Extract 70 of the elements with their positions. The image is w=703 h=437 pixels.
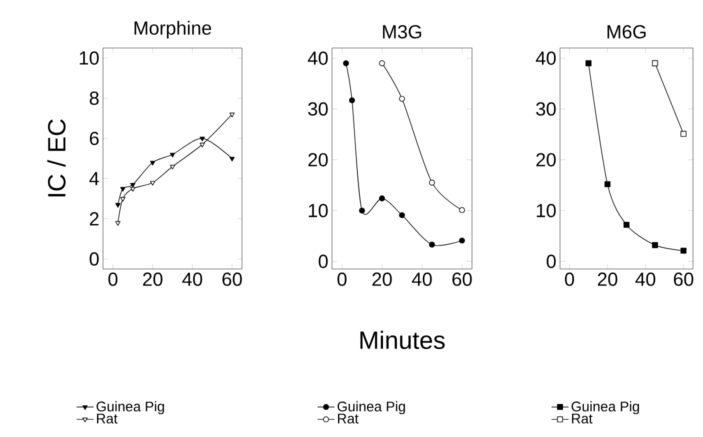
point: [429, 242, 435, 248]
y-tick-label: 0: [546, 254, 556, 268]
y-axis-title: IC / EC: [47, 119, 66, 196]
x-tick-label: 20: [143, 272, 162, 286]
y-tick-label: 6: [90, 132, 99, 146]
point: [680, 248, 686, 254]
point: [359, 208, 365, 214]
x-tick-label: 0: [337, 272, 347, 286]
point: [115, 203, 120, 208]
y-tick-label: 0: [90, 252, 99, 266]
point: [379, 195, 385, 202]
point: [379, 60, 385, 66]
point: [170, 152, 176, 158]
legend-label: Guinea Pig: [96, 401, 164, 414]
point: [229, 156, 235, 162]
point: [115, 221, 120, 226]
point: [349, 97, 355, 104]
point: [150, 160, 156, 166]
point: [120, 186, 126, 192]
y-tick-label: 30: [308, 102, 328, 116]
point: [399, 212, 405, 218]
point: [130, 186, 136, 192]
x-axis-title: Minutes: [360, 330, 445, 350]
point: [652, 60, 658, 66]
x-tick-label: 0: [108, 272, 118, 286]
point: [604, 181, 610, 188]
y-tick-label: 4: [89, 172, 99, 186]
y-tick-label: 8: [90, 92, 99, 105]
y-tick-label: 10: [308, 204, 328, 218]
point: [459, 238, 465, 244]
y-tick-label: 30: [536, 102, 556, 116]
point: [459, 207, 465, 214]
legend-label: Rat: [338, 414, 358, 424]
y-tick-label: 40: [536, 51, 556, 65]
x-tick-label: 60: [452, 272, 472, 286]
y-tick-label: 0: [318, 254, 328, 268]
legend-label: Rat: [572, 414, 592, 424]
point: [170, 164, 176, 170]
y-tick-label: 20: [536, 153, 556, 166]
point: [586, 60, 592, 66]
legend-label: Guinea Pig: [338, 401, 405, 414]
x-tick-label: 60: [674, 272, 694, 286]
point: [652, 242, 658, 248]
legend-label: Guinea Pig: [572, 401, 639, 414]
legend-label: Rat: [97, 414, 118, 424]
y-tick-label: 2: [90, 212, 99, 226]
chart-title: M6G: [608, 25, 646, 38]
point: [624, 222, 630, 228]
x-tick-label: 60: [222, 272, 242, 286]
point: [120, 197, 126, 202]
point: [200, 136, 205, 142]
point: [680, 130, 686, 137]
y-tick-label: 20: [308, 153, 328, 166]
point: [200, 142, 205, 148]
x-tick-label: 20: [598, 272, 618, 286]
point: [150, 180, 156, 186]
chart-title: M3G: [383, 25, 422, 38]
x-tick-label: 40: [635, 272, 656, 286]
x-tick-label: 0: [564, 272, 574, 286]
x-tick-label: 40: [182, 272, 202, 286]
x-tick-label: 40: [412, 272, 432, 286]
point: [399, 96, 405, 102]
point: [229, 112, 235, 118]
point: [429, 180, 435, 186]
y-tick-label: 10: [536, 204, 556, 218]
chart-title: Morphine: [134, 20, 212, 38]
y-tick-label: 10: [80, 51, 99, 65]
x-tick-label: 20: [372, 272, 392, 286]
y-tick-label: 40: [308, 51, 328, 65]
point: [343, 60, 349, 66]
